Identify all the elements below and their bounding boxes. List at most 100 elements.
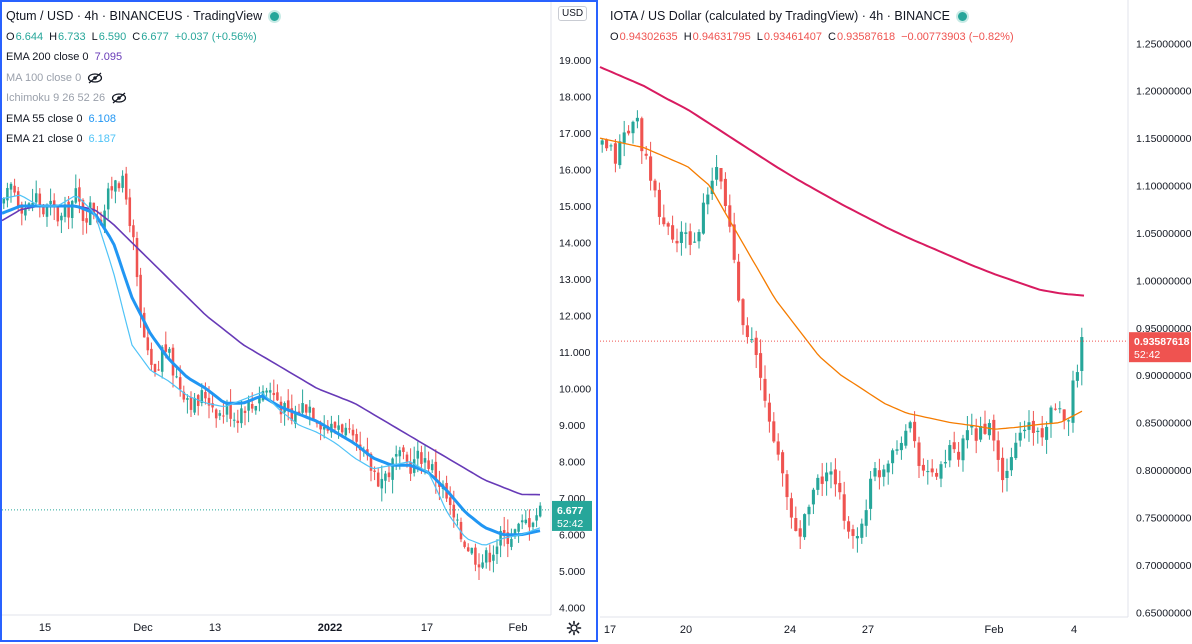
indicator-ema21-row[interactable]: EMA 21 close 0 6.187 — [6, 129, 281, 150]
candle — [92, 202, 96, 220]
candle-body — [745, 325, 749, 338]
candle — [811, 487, 815, 515]
candle — [506, 519, 510, 558]
candle-body — [1009, 457, 1013, 471]
candle — [706, 187, 710, 215]
candle — [495, 539, 499, 564]
candle-body — [312, 407, 315, 420]
candle — [484, 547, 488, 569]
left-symbol-title: Qtum / USD · 4h · BINANCEUS · TradingVie… — [6, 9, 263, 23]
candle-body — [631, 121, 635, 134]
y-tick-label: 0.70000000 — [1136, 560, 1192, 572]
candle-body — [776, 441, 780, 455]
y-tick-label: 1.20000000 — [1136, 86, 1192, 98]
candle-body — [182, 391, 186, 400]
eye-hidden-icon[interactable] — [87, 72, 103, 84]
candle-body — [785, 474, 789, 498]
candle — [609, 143, 613, 151]
candle — [1009, 447, 1013, 477]
qtum-chart[interactable]: 4.0005.0006.0007.0008.0009.00010.00011.0… — [0, 0, 598, 644]
candle — [150, 342, 153, 371]
ema-55-line — [1, 204, 541, 537]
indicator-ema55-row[interactable]: EMA 55 close 0 6.108 — [6, 109, 281, 130]
candle-body — [605, 139, 609, 149]
market-open-icon — [268, 9, 282, 23]
indicator-ichimoku-row[interactable]: Ichimoku 9 26 52 26 — [6, 88, 281, 109]
candle-body — [600, 140, 604, 145]
candle-body — [820, 476, 824, 484]
x-tick-label: 17 — [604, 624, 616, 636]
left-close-value: 6.677 — [141, 30, 169, 43]
candle — [763, 365, 767, 408]
y-tick-label: 19.000 — [559, 55, 591, 67]
candle-body — [193, 397, 196, 413]
candle-body — [807, 506, 811, 515]
candle — [49, 188, 52, 216]
candle-body — [662, 217, 666, 225]
candle — [117, 181, 121, 192]
candle — [427, 451, 430, 473]
candle — [477, 553, 481, 581]
candle-body — [268, 390, 272, 393]
candle — [470, 547, 474, 556]
last-price-value: 0.93587618 — [1134, 336, 1190, 348]
candle-body — [218, 413, 222, 416]
candle-body — [1001, 457, 1005, 481]
candle — [860, 518, 864, 544]
candle — [1001, 447, 1005, 493]
candle — [715, 155, 719, 186]
candle-body — [842, 494, 846, 521]
x-tick-label: 4 — [1071, 624, 1077, 636]
candle-body — [276, 392, 279, 401]
candle-body — [803, 514, 807, 538]
candle-body — [754, 337, 758, 355]
candle — [139, 267, 142, 328]
candle-body — [701, 202, 705, 234]
candle — [679, 221, 683, 256]
candle-body — [409, 462, 412, 474]
candle-body — [78, 187, 81, 202]
candle — [1053, 403, 1057, 411]
gear-icon[interactable] — [566, 620, 582, 636]
candle — [904, 424, 908, 449]
left-change-value: +0.037 (+0.56%) — [174, 30, 257, 43]
candle-body — [688, 231, 692, 245]
candle-body — [811, 489, 815, 505]
candle — [492, 545, 495, 573]
candle — [816, 474, 820, 496]
candle-body — [794, 518, 798, 531]
y-tick-label: 0.65000000 — [1136, 607, 1192, 619]
candle-body — [737, 261, 741, 301]
candle-body — [49, 200, 52, 205]
candle-body — [405, 454, 409, 462]
candle — [466, 543, 470, 552]
currency-button[interactable]: USD — [558, 6, 588, 21]
candle-body — [132, 225, 135, 238]
candle-body — [613, 143, 617, 164]
candle — [124, 166, 128, 205]
candle-body — [627, 130, 631, 134]
right-chart-pane[interactable]: 0.65000000 0.70000000 0.75000000 0.80000000… — [598, 0, 1192, 644]
candle-body — [6, 187, 9, 201]
indicator-ma100-row[interactable]: MA 100 close 0 — [6, 68, 281, 89]
candle-body — [1045, 426, 1049, 440]
candle — [886, 460, 890, 485]
left-chart-pane[interactable]: 4.000 5.000 6.000 7.000 8.000 9.000 10.000 11.0… — [0, 0, 598, 644]
candle — [186, 394, 189, 414]
left-low-value: 6.590 — [98, 30, 127, 43]
eye-hidden-icon[interactable] — [111, 92, 127, 104]
candle — [1014, 432, 1018, 461]
indicator-ema200-row[interactable]: EMA 200 close 0 7.095 — [6, 47, 281, 68]
candle — [618, 134, 622, 169]
candle — [1075, 364, 1079, 388]
candle-body — [895, 449, 899, 451]
candle-body — [207, 397, 211, 406]
indicator-ema21-name: EMA 21 close 0 — [6, 133, 83, 145]
y-tick-label: 1.25000000 — [1136, 38, 1192, 50]
iota-chart[interactable]: 0.65000000 0.70000000 0.75000000 0.80000000… — [598, 0, 1192, 644]
candle-body — [232, 419, 236, 421]
candle — [965, 416, 969, 449]
candle-body — [254, 405, 258, 411]
countdown-value: 52:42 — [1134, 349, 1160, 361]
